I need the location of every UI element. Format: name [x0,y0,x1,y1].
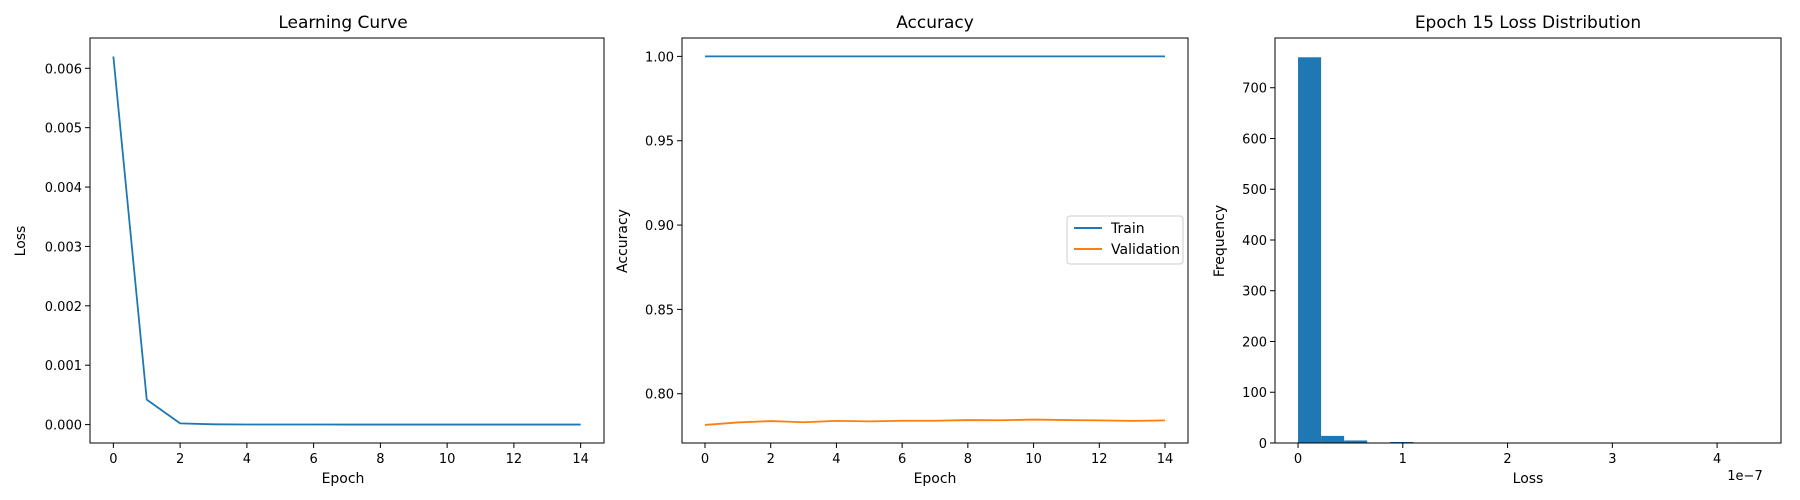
histogram-bar [1321,435,1345,443]
loss-x-tick-label: 8 [376,452,384,467]
accuracy-legend: Train Validation [1066,215,1184,265]
loss-panel-ylabel: Loss [13,226,29,257]
accuracy-y-tick-label: 1.00 [645,50,674,65]
loss-y-tick-label: 0.001 [45,359,82,374]
accuracy-y-tick-label: 0.85 [645,303,674,318]
histogram-y-tick-label: 200 [1242,335,1267,350]
loss-series-line [112,56,581,426]
accuracy-x-tick-label: 8 [964,452,972,467]
histogram-panel: Epoch 15 Loss Distribution Loss Frequenc… [1212,13,1782,487]
loss-y-tick-label: 0.000 [45,419,82,434]
accuracy-panel-title: Accuracy [896,13,974,33]
accuracy-x-tick-label: 4 [832,452,840,467]
accuracy-x-tick-label: 12 [1091,452,1108,467]
legend-label-train: Train [1110,221,1145,237]
accuracy-panel-ticks: 0 2 4 6 8 10 12 14 0.80 0.85 0.90 0.95 1.00 [645,50,1173,467]
accuracy-x-tick-label: 2 [767,452,775,467]
histogram-panel-title: Epoch 15 Loss Distribution [1415,13,1641,33]
validation-series-line [704,418,1166,426]
accuracy-y-tick-label: 0.80 [645,388,674,403]
accuracy-panel-frame [681,37,1189,444]
histogram-x-tick-label: 2 [1503,452,1511,467]
histogram-x-scale-label: 1e−7 [1727,469,1762,484]
histogram-panel-ylabel: Frequency [1212,205,1228,277]
loss-x-tick-label: 14 [572,452,589,467]
histogram-bar [1344,440,1368,443]
loss-y-tick-label: 0.002 [45,300,82,315]
accuracy-panel: Accuracy Epoch Accuracy 0 2 4 6 8 10 12 140.800… [615,13,1189,487]
accuracy-panel-xlabel: Epoch [914,471,957,487]
loss-x-tick-label: 10 [439,452,456,467]
loss-x-tick-label: 2 [176,452,184,467]
histogram-panel-ticks: 0 1 2 3 4 0 100 200 300 400 500 600 700 [1242,82,1721,467]
loss-panel-plot-area [112,56,581,426]
accuracy-y-tick-label: 0.95 [645,135,674,150]
loss-panel: Learning Curve Epoch Loss 0 2 4 6 8 10 12 14 0.0… [13,13,605,487]
histogram-bar [1298,57,1322,444]
histogram-panel-xlabel: Loss [1513,471,1544,487]
loss-x-tick-label: 6 [309,452,317,467]
accuracy-panel-ylabel: Accuracy [615,209,631,273]
histogram-y-tick-label: 0 [1259,437,1267,452]
loss-panel-title: Learning Curve [278,13,407,33]
histogram-y-tick-label: 500 [1242,183,1267,198]
loss-y-tick-label: 0.006 [45,62,82,77]
histogram-y-tick-label: 600 [1242,132,1267,147]
loss-y-tick-label: 0.003 [45,240,82,255]
accuracy-x-tick-label: 0 [701,452,709,467]
loss-y-tick-label: 0.005 [45,122,82,137]
histogram-bar [1390,441,1414,443]
histogram-y-tick-label: 300 [1242,285,1267,300]
loss-y-tick-label: 0.004 [45,181,82,196]
histogram-y-tick-label: 400 [1242,234,1267,249]
histogram-x-tick-label: 3 [1608,452,1616,467]
accuracy-panel-plot-area [704,55,1166,426]
loss-x-tick-label: 0 [109,452,117,467]
accuracy-y-tick-label: 0.90 [645,219,674,234]
histogram-panel-frame [1274,37,1782,444]
histogram-x-tick-label: 1 [1399,452,1407,467]
loss-panel-frame [89,37,605,444]
histogram-x-tick-label: 0 [1294,452,1302,467]
accuracy-x-tick-label: 6 [898,452,906,467]
loss-x-tick-label: 12 [506,452,523,467]
histogram-y-tick-label: 100 [1242,386,1267,401]
loss-panel-ticks: 0 2 4 6 8 10 12 14 0.000 0.001 0.002 0.003 0.004 0.00… [45,62,589,467]
accuracy-x-tick-label: 10 [1025,452,1042,467]
accuracy-x-tick-label: 14 [1157,452,1174,467]
legend-label-validation: Validation [1111,242,1180,258]
histogram-x-tick-label: 4 [1713,452,1721,467]
loss-panel-xlabel: Epoch [322,471,365,487]
histogram-y-tick-label: 700 [1242,82,1267,97]
loss-x-tick-label: 4 [243,452,251,467]
